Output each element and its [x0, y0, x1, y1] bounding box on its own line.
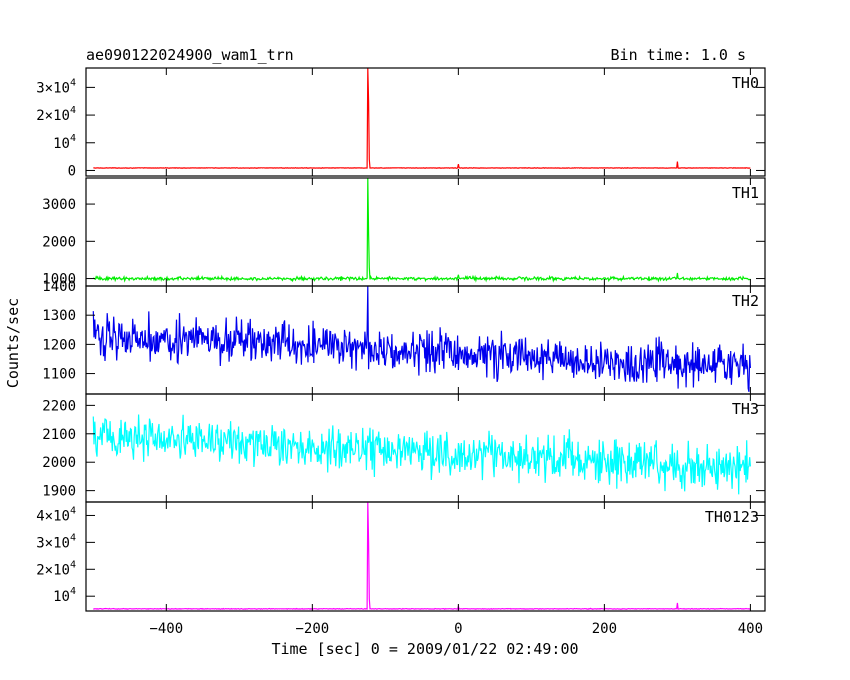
chart-title: ae090122024900_wam1_trn — [86, 46, 294, 64]
panel-label-th1: TH1 — [732, 184, 759, 202]
y-tick-label: 2000 — [42, 455, 76, 471]
x-tick-label: −400 — [149, 621, 183, 637]
y-tick-label: 2100 — [42, 427, 76, 443]
y-tick-label: 1100 — [42, 367, 76, 383]
panel-label-th2: TH2 — [732, 292, 759, 310]
panel-frame-th0123 — [85, 501, 766, 612]
y-tick-label: 2000 — [42, 234, 76, 250]
y-tick-label: 1900 — [42, 484, 76, 500]
y-axis-label: Counts/sec — [4, 298, 22, 388]
x-axis-label: Time [sec] 0 = 2009/01/22 02:49:00 — [271, 640, 578, 658]
y-tick-label: 0 — [68, 163, 76, 179]
x-tick-label: 0 — [454, 621, 462, 637]
y-tick-label: 2×104 — [36, 559, 76, 578]
panel-frame-th1 — [85, 177, 766, 287]
panel-label-th0: TH0 — [732, 74, 759, 92]
panel-label-th3: TH3 — [732, 400, 759, 418]
x-tick-label: 400 — [738, 621, 763, 637]
x-tick-label: 200 — [592, 621, 617, 637]
panel-frame-th2 — [85, 285, 766, 395]
y-tick-label: 2200 — [42, 398, 76, 414]
y-tick-label: 4×104 — [36, 505, 76, 524]
series-line-th0 — [93, 67, 751, 169]
bin-time-label: Bin time: 1.0 s — [611, 46, 746, 64]
y-tick-label: 3×104 — [36, 532, 76, 551]
y-tick-label: 3000 — [42, 197, 76, 213]
y-tick-label: 104 — [53, 586, 76, 605]
panel-frame-th0 — [85, 67, 766, 177]
x-tick-label: −200 — [295, 621, 329, 637]
y-tick-label: 1400 — [42, 279, 76, 295]
y-tick-label: 2×104 — [36, 105, 76, 124]
y-tick-label: 1200 — [42, 337, 76, 353]
y-tick-label: 3×104 — [36, 77, 76, 96]
y-tick-label: 1000 — [42, 272, 76, 288]
series-line-th2 — [92, 285, 751, 392]
panel-label-th0123: TH0123 — [705, 508, 759, 526]
y-tick-label: 1300 — [42, 308, 76, 324]
series-line-th0123 — [93, 501, 751, 611]
series-line-th1 — [92, 177, 751, 283]
y-tick-label: 104 — [53, 133, 76, 152]
series-line-th3 — [92, 414, 751, 495]
